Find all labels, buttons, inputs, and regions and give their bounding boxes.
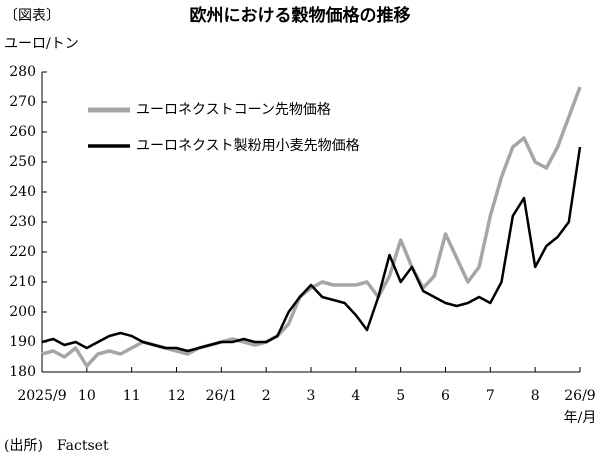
series-line <box>41 86 582 368</box>
y-tick-label: 260 <box>9 124 36 140</box>
x-tick-label: 10 <box>78 388 96 404</box>
y-tick-label: 190 <box>9 334 36 350</box>
y-tick-label: 250 <box>9 154 36 170</box>
x-tick-label: 26/1 <box>206 388 237 404</box>
legend-label: ユーロネクストコーン先物価格 <box>136 102 331 118</box>
y-tick-label: 240 <box>9 184 36 200</box>
x-tick-label: 12 <box>168 388 186 404</box>
x-tick-label: 26/9 <box>564 388 595 404</box>
x-tick-label: 3 <box>307 388 316 404</box>
x-tick-label: 2 <box>262 388 271 404</box>
y-tick-label: 200 <box>9 304 36 320</box>
series-line <box>41 146 582 353</box>
x-tick-label: 8 <box>531 388 540 404</box>
y-tick-label: 230 <box>9 214 36 230</box>
x-tick-label: 5 <box>396 388 405 404</box>
x-axis-label: 年/月 <box>564 410 597 426</box>
y-tick-label: 270 <box>9 94 36 110</box>
y-tick-label: 180 <box>9 364 36 380</box>
figure-tag: 〔図表〕 <box>4 8 60 24</box>
x-tick-label: 2025/9 <box>17 388 66 404</box>
chart-title: 欧州における穀物価格の推移 <box>190 5 411 26</box>
x-tick-label: 7 <box>486 388 495 404</box>
x-tick-label: 6 <box>441 388 450 404</box>
x-tick-label: 4 <box>351 388 360 404</box>
y-tick-label: 280 <box>9 64 36 80</box>
legend-label: ユーロネクスト製粉用小麦先物価格 <box>136 138 360 154</box>
x-tick-label: 11 <box>123 388 141 404</box>
y-axis-label: ユーロ/トン <box>4 36 79 52</box>
source: (出所) Factset <box>4 438 109 454</box>
y-tick-label: 220 <box>9 244 36 260</box>
y-tick-label: 210 <box>9 274 36 290</box>
